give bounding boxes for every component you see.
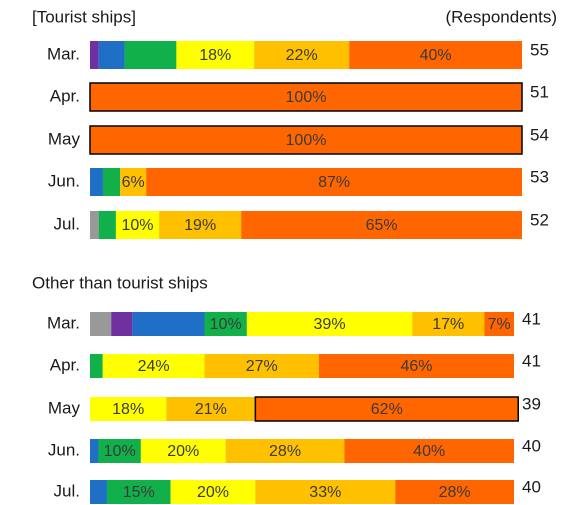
bar-segment <box>159 211 242 239</box>
segment-label: 19% <box>184 217 216 234</box>
respondents-count: 54 <box>530 125 549 144</box>
bar-segment <box>106 480 171 504</box>
bar-segment <box>98 439 141 463</box>
respondents-count: 41 <box>522 351 541 370</box>
bar-segment <box>115 211 160 239</box>
respondents-count: 39 <box>522 394 541 413</box>
bar-segment <box>484 312 514 336</box>
bar-segment <box>89 82 523 112</box>
bar-segment <box>132 312 205 336</box>
bar-segment <box>124 41 177 69</box>
segment-label: 62% <box>371 401 403 418</box>
bar-segment <box>90 168 103 196</box>
category-label: May <box>48 398 81 417</box>
bar-segment <box>349 41 522 69</box>
chart-title: [Tourist ships] <box>32 7 136 26</box>
bar-segment <box>120 168 147 196</box>
bar-segment <box>98 211 116 239</box>
segment-label: 17% <box>432 316 464 333</box>
respondents-count: 53 <box>530 167 549 186</box>
category-label: Apr. <box>50 355 80 374</box>
segment-label: 18% <box>199 47 231 64</box>
respondents-count: 55 <box>530 40 549 59</box>
bar-segment <box>204 354 319 378</box>
category-label: Mar. <box>47 44 80 63</box>
bar-segment <box>255 480 396 504</box>
bar-segment <box>166 397 256 421</box>
bar-segment <box>90 354 103 378</box>
segment-label: 18% <box>112 401 144 418</box>
respondents-count: 40 <box>522 477 541 496</box>
bar-segment <box>102 354 205 378</box>
category-label: Apr. <box>50 86 80 105</box>
bar-segment <box>344 439 514 463</box>
segment-label: 28% <box>439 484 471 501</box>
category-label: Jul. <box>54 214 80 233</box>
segment-label: 10% <box>104 443 136 460</box>
segment-label: 87% <box>318 174 350 191</box>
segment-label: 20% <box>197 484 229 501</box>
bar-segment <box>102 168 121 196</box>
bar-segment <box>90 439 99 463</box>
bar-segment <box>146 168 522 196</box>
segment-label: 33% <box>309 484 341 501</box>
category-label: Jul. <box>54 481 80 500</box>
respondents-count: 41 <box>522 309 541 328</box>
segment-label: 20% <box>167 443 199 460</box>
bar-segment <box>318 354 514 378</box>
bar-segment <box>90 397 167 421</box>
respondents-header: (Respondents) <box>445 7 557 26</box>
segment-label: 6% <box>122 174 145 191</box>
respondents-count: 40 <box>522 436 541 455</box>
bar-segment <box>246 312 413 336</box>
segment-label: 22% <box>286 47 318 64</box>
bar-segment <box>412 312 485 336</box>
segment-label: 28% <box>269 443 301 460</box>
bar-segment <box>90 480 107 504</box>
bar-segment <box>254 41 350 69</box>
bar-segment <box>225 439 345 463</box>
chart-title: Other than tourist ships <box>32 273 208 292</box>
segment-label: 40% <box>413 443 445 460</box>
bar-segment <box>176 41 255 69</box>
segment-label: 24% <box>138 358 170 375</box>
respondents-count: 51 <box>530 82 549 101</box>
respondents-count: 52 <box>530 210 549 229</box>
segment-label: 65% <box>366 217 398 234</box>
segment-label: 100% <box>286 132 327 149</box>
segment-label: 21% <box>195 401 227 418</box>
segment-label: 15% <box>123 484 155 501</box>
bar-segment <box>395 480 514 504</box>
bar-segment <box>254 396 519 422</box>
segment-label: 100% <box>286 89 327 106</box>
segment-label: 46% <box>400 358 432 375</box>
bar-segment <box>90 41 99 69</box>
segment-label: 7% <box>488 316 511 333</box>
segment-label: 40% <box>420 47 452 64</box>
bar-segment <box>90 211 99 239</box>
bar-segment <box>241 211 522 239</box>
bar-segment <box>111 312 133 336</box>
category-label: Jun. <box>48 171 80 190</box>
segment-label: 10% <box>122 217 154 234</box>
segment-label: 39% <box>314 316 346 333</box>
bar-segment <box>140 439 226 463</box>
category-label: Jun. <box>48 440 80 459</box>
bar-segment <box>170 480 256 504</box>
segment-label: 27% <box>246 358 278 375</box>
bar-segment <box>98 41 125 69</box>
category-label: Mar. <box>47 313 80 332</box>
bar-segment <box>204 312 247 336</box>
segment-label: 10% <box>210 316 242 333</box>
bar-segment <box>89 125 523 155</box>
category-label: May <box>48 129 81 148</box>
bar-segment <box>90 312 112 336</box>
